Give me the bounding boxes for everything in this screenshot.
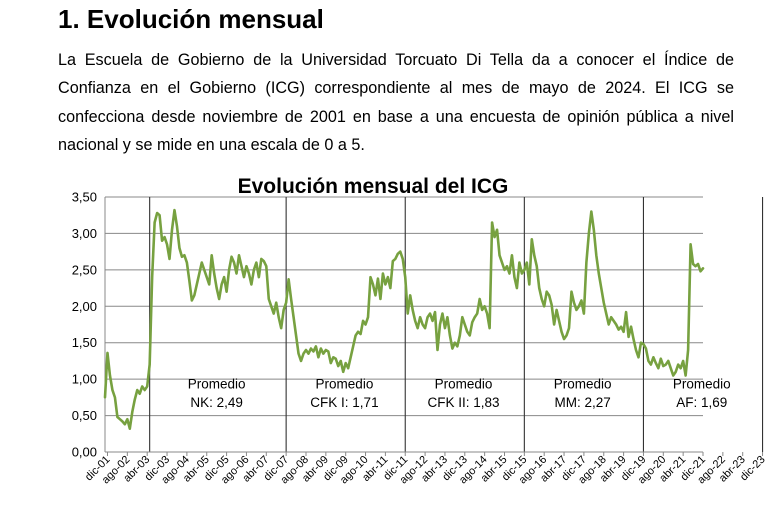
annotation-label: Promedio	[188, 377, 246, 392]
y-axis-ticks: 0,00 0,50 1,00 1,50 2,00 2,50 3,00 3,50	[72, 190, 97, 460]
chart-title: Evolución mensual del ICG	[238, 175, 509, 198]
annotation-average: CFK II: 1,83	[428, 395, 500, 410]
y-tick-label: 1,50	[72, 335, 97, 350]
x-axis-ticks: dic-01ago-02abr-03dic-03ago-04abr-05dic-…	[83, 452, 768, 486]
period-dividers	[149, 197, 764, 452]
annotation-average: MM: 2,27	[555, 395, 611, 410]
y-tick-label: 3,00	[72, 226, 97, 241]
y-tick-label: 0,00	[72, 445, 97, 460]
series-layer	[103, 208, 705, 430]
annotation-average: AF: 1,69	[676, 395, 727, 410]
y-tick-label: 2,50	[72, 262, 97, 277]
y-tick-label: 2,00	[72, 299, 97, 314]
icg-chart: Evolución mensual del ICG 0,00 0,50 1,00 1,…	[72, 175, 768, 486]
section-title: 1. Evolución mensual	[58, 4, 324, 34]
intro-paragraph: La Escuela de Gobierno de la Universidad…	[58, 51, 734, 155]
period-annotations: Promedio NK: 2,49 Promedio CFK I: 1,71 Prome…	[188, 377, 731, 410]
y-tick-label: 1,00	[72, 372, 97, 387]
annotation-label: Promedio	[554, 377, 612, 392]
y-tick-label: 0,50	[72, 408, 97, 423]
annotation-label: Promedio	[316, 377, 374, 392]
annotation-average: NK: 2,49	[190, 395, 243, 410]
icg-series-line	[103, 208, 705, 430]
y-tick-label: 3,50	[72, 190, 97, 205]
annotation-average: CFK I: 1,71	[310, 395, 378, 410]
annotation-label: Promedio	[435, 377, 493, 392]
annotation-label: Promedio	[673, 377, 731, 392]
